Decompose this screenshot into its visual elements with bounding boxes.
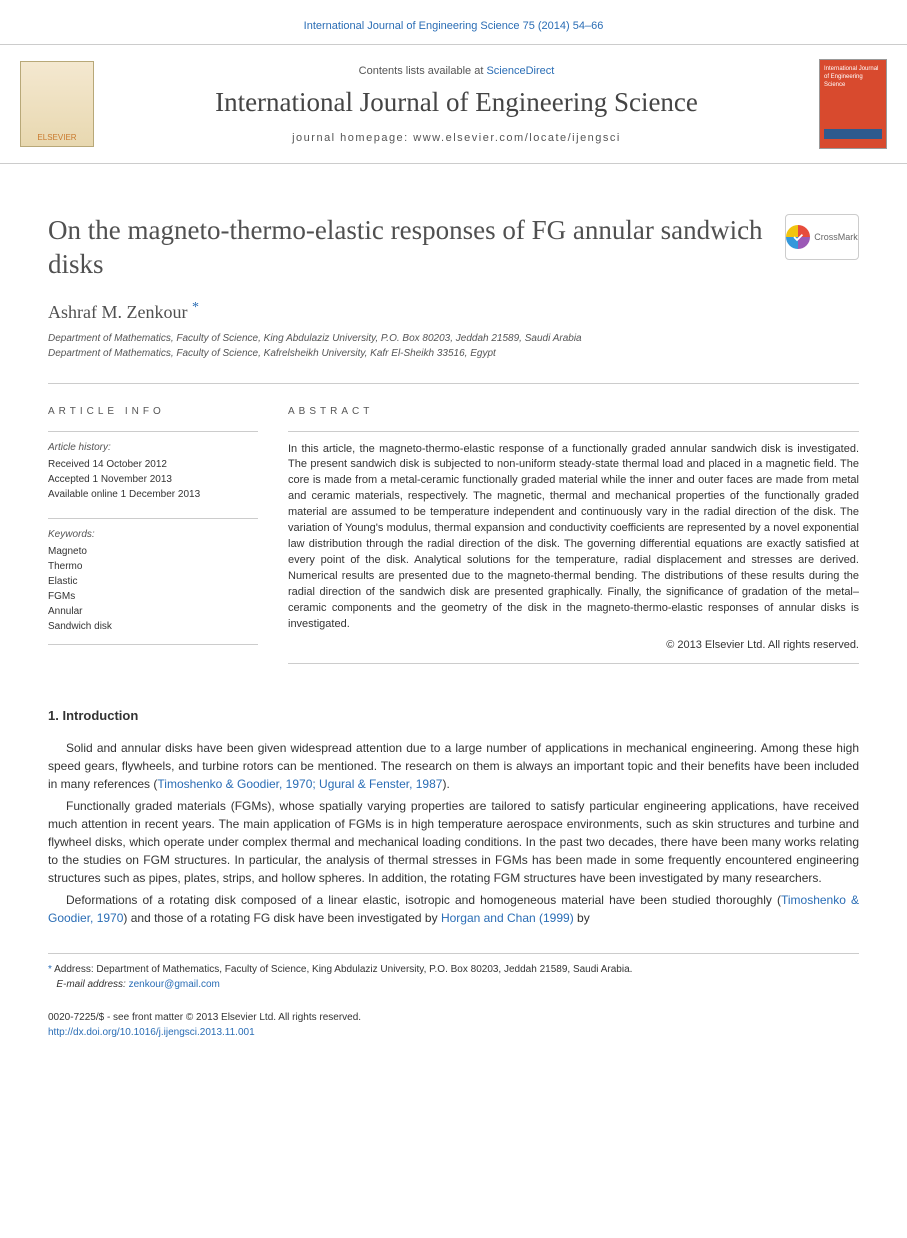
elsevier-logo-text: ELSEVIER xyxy=(37,133,76,142)
history-received: Received 14 October 2012 xyxy=(48,457,258,472)
introduction-heading: 1. Introduction xyxy=(48,708,859,723)
abstract-col: ABSTRACT In this article, the magneto-th… xyxy=(288,406,859,664)
history-block: Article history: Received 14 October 201… xyxy=(48,431,258,502)
footnote-marker: * xyxy=(48,964,52,975)
article-title: On the magneto-thermo-elastic responses … xyxy=(48,214,765,282)
abstract-heading: ABSTRACT xyxy=(288,406,859,417)
intro-para-3: Deformations of a rotating disk composed… xyxy=(48,891,859,927)
cover-bar xyxy=(824,129,882,139)
ref-link[interactable]: Horgan and Chan (1999) xyxy=(441,911,574,925)
history-accepted: Accepted 1 November 2013 xyxy=(48,472,258,487)
author-line: Ashraf M. Zenkour * xyxy=(48,300,859,323)
author-name: Ashraf M. Zenkour xyxy=(48,302,187,322)
affiliation-1: Department of Mathematics, Faculty of Sc… xyxy=(48,331,859,346)
p3-text-b: ) and those of a rotating FG disk have b… xyxy=(123,911,441,925)
issn-line: 0020-7225/$ - see front matter © 2013 El… xyxy=(48,1010,859,1025)
elsevier-logo: ELSEVIER xyxy=(20,61,94,147)
address-text: Department of Mathematics, Faculty of Sc… xyxy=(96,964,632,975)
affiliations: Department of Mathematics, Faculty of Sc… xyxy=(48,331,859,361)
footer-legal: 0020-7225/$ - see front matter © 2013 El… xyxy=(48,1010,859,1040)
keywords-block: Keywords: Magneto Thermo Elastic FGMs An… xyxy=(48,518,258,645)
keyword: Magneto xyxy=(48,544,258,559)
contents-line: Contents lists available at ScienceDirec… xyxy=(112,65,801,77)
contents-prefix: Contents lists available at xyxy=(359,65,487,77)
email-label: E-mail address: xyxy=(56,979,128,990)
divider xyxy=(48,383,859,384)
article-info-heading: ARTICLE INFO xyxy=(48,406,258,417)
p3-text-c: by xyxy=(574,911,590,925)
affiliation-2: Department of Mathematics, Faculty of Sc… xyxy=(48,346,859,361)
crossmark-badge[interactable]: CrossMark xyxy=(785,214,859,260)
keywords-list: Magneto Thermo Elastic FGMs Annular Sand… xyxy=(48,544,258,634)
homepage-prefix: journal homepage: xyxy=(292,132,413,144)
intro-para-1: Solid and annular disks have been given … xyxy=(48,739,859,793)
title-row: On the magneto-thermo-elastic responses … xyxy=(48,214,859,282)
keyword: Thermo xyxy=(48,559,258,574)
article-info-col: ARTICLE INFO Article history: Received 1… xyxy=(48,406,258,664)
abstract-copyright: © 2013 Elsevier Ltd. All rights reserved… xyxy=(288,639,859,664)
corresponding-address: * Address: Department of Mathematics, Fa… xyxy=(48,962,859,977)
ref-link[interactable]: Timoshenko & Goodier, 1970; Ugural & Fen… xyxy=(157,777,442,791)
address-label: Address: xyxy=(54,964,96,975)
p1-text-b: ). xyxy=(442,777,449,791)
sciencedirect-link[interactable]: ScienceDirect xyxy=(486,65,554,77)
keyword: Annular xyxy=(48,604,258,619)
masthead-center: Contents lists available at ScienceDirec… xyxy=(112,65,801,144)
corresponding-email: E-mail address: zenkour@gmail.com xyxy=(48,977,859,992)
info-abstract-row: ARTICLE INFO Article history: Received 1… xyxy=(48,406,859,664)
article-content: On the magneto-thermo-elastic responses … xyxy=(0,164,907,1070)
journal-cover-thumbnail: International Journal of Engineering Sci… xyxy=(819,59,887,149)
citation-link[interactable]: International Journal of Engineering Sci… xyxy=(304,20,604,32)
intro-para-2: Functionally graded materials (FGMs), wh… xyxy=(48,797,859,887)
history-online: Available online 1 December 2013 xyxy=(48,487,258,502)
masthead: ELSEVIER Contents lists available at Sci… xyxy=(0,44,907,164)
crossmark-label: CrossMark xyxy=(814,232,858,242)
keywords-label: Keywords: xyxy=(48,527,258,542)
cover-title: International Journal of Engineering Sci… xyxy=(824,66,882,89)
top-citation: International Journal of Engineering Sci… xyxy=(0,0,907,44)
footnote-block: * Address: Department of Mathematics, Fa… xyxy=(48,953,859,992)
p3-text-a: Deformations of a rotating disk composed… xyxy=(66,893,781,907)
homepage-line: journal homepage: www.elsevier.com/locat… xyxy=(112,132,801,144)
history-label: Article history: xyxy=(48,440,258,455)
keyword: Elastic xyxy=(48,574,258,589)
author-corresponding-marker[interactable]: * xyxy=(192,300,199,315)
email-link[interactable]: zenkour@gmail.com xyxy=(129,979,220,990)
homepage-url[interactable]: www.elsevier.com/locate/ijengsci xyxy=(413,132,621,144)
doi-link[interactable]: http://dx.doi.org/10.1016/j.ijengsci.201… xyxy=(48,1027,255,1038)
abstract-text: In this article, the magneto-thermo-elas… xyxy=(288,431,859,633)
crossmark-icon xyxy=(786,225,810,249)
keyword: Sandwich disk xyxy=(48,619,258,634)
keyword: FGMs xyxy=(48,589,258,604)
journal-title: International Journal of Engineering Sci… xyxy=(112,87,801,118)
